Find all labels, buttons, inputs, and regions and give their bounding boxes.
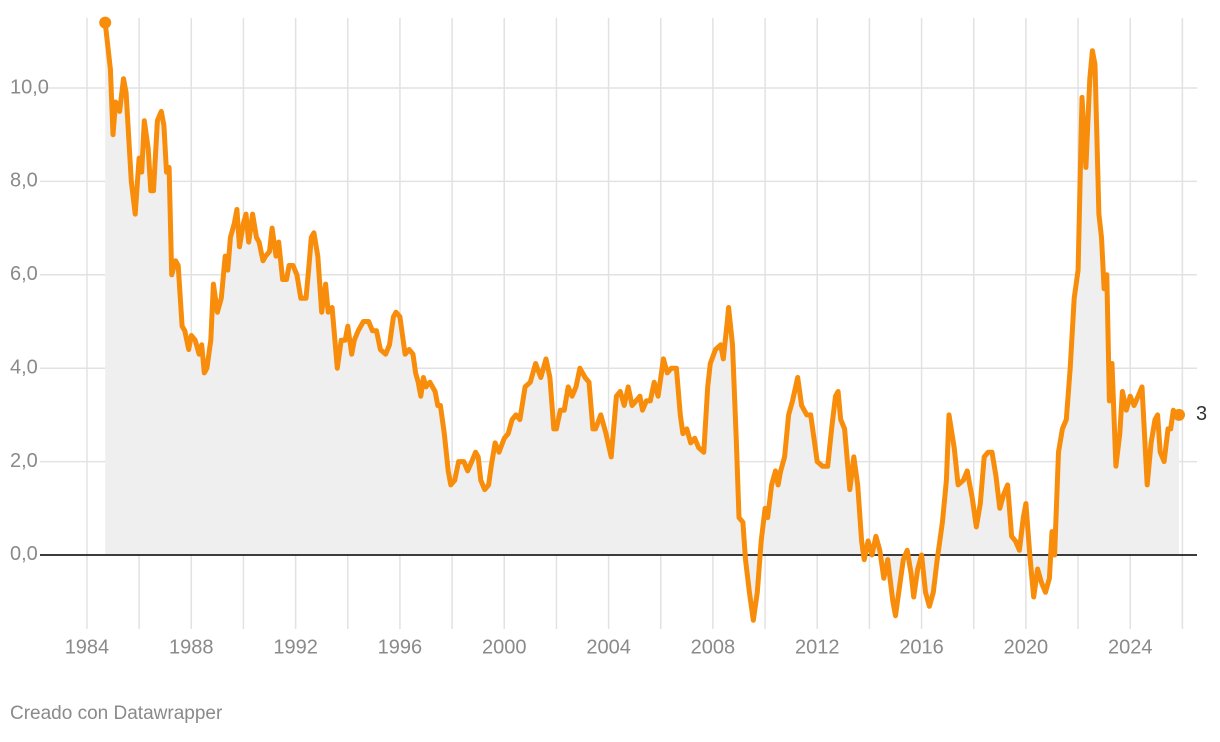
- x-tick-label: 1996: [378, 636, 423, 658]
- y-tick-label: 10,0: [10, 76, 49, 98]
- line: [102, 20, 1182, 623]
- y-tick-label: 8,0: [10, 170, 38, 192]
- start-dot: [99, 16, 112, 29]
- y-tick-label: 2,0: [10, 450, 38, 472]
- y-tick-label: 4,0: [10, 356, 38, 378]
- x-tick-label: 2008: [691, 636, 736, 658]
- x-tick-label: 1992: [273, 636, 318, 658]
- footer: Creado con Datawrapper: [10, 703, 223, 724]
- x-tick-label: 2012: [795, 636, 840, 658]
- end-dot: [1173, 408, 1186, 421]
- x-tick-label: 2000: [482, 636, 527, 658]
- end-label: 3: [1196, 403, 1207, 425]
- y-tick-label: 6,0: [10, 263, 38, 285]
- x-tick-label: 2016: [899, 636, 944, 658]
- area: [105, 22, 1180, 621]
- x-tick-label: 2024: [1108, 636, 1153, 658]
- x-tick-label: 2020: [1004, 636, 1049, 658]
- x-tick-label: 1984: [65, 636, 110, 658]
- y-tick-label: 0,0: [10, 543, 38, 565]
- x-tick-label: 1988: [169, 636, 214, 658]
- x-tick-label: 2004: [586, 636, 631, 658]
